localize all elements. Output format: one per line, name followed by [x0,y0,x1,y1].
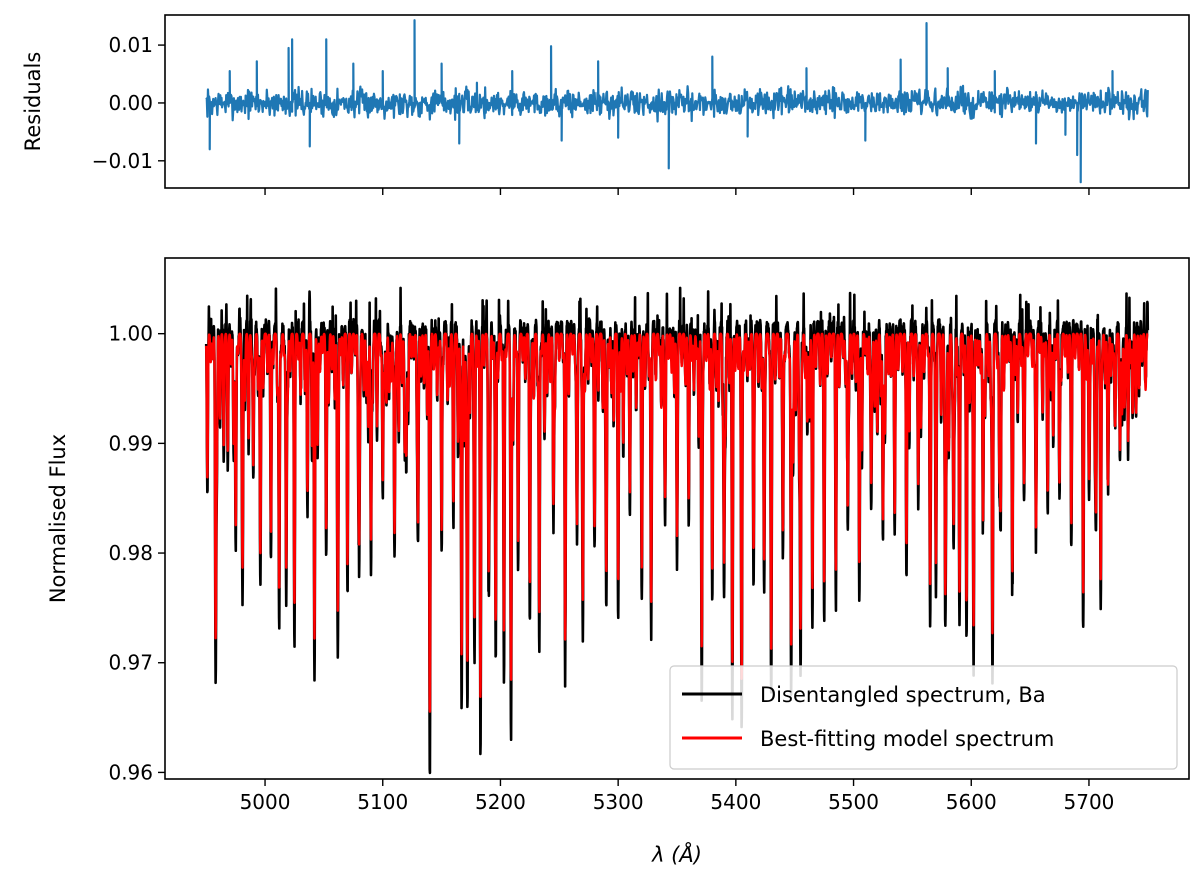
model-spectrum-line [205,332,1149,713]
spectrum-axes-frame [164,257,1190,780]
legend-box [669,665,1178,770]
spectrum-x-tick-label-5300: 5300 [593,790,644,814]
residuals-y-tick-label-1: 0.00 [108,91,153,115]
spectrum-y-axis-label: Normalised Flux [46,434,70,603]
spectrum-panel: 5000 5100 5200 5300 5400 5500 5600 5700 0.960.9… [46,257,1190,867]
residuals-y-tick-label-2: 0.01 [108,33,153,57]
spectrum-y-tick-label-4: 1.00 [108,322,153,346]
spectrum-x-axis-label: λ (Å) [651,841,702,867]
residuals-plot-area [205,19,1149,184]
residuals-y-axis-label: Residuals [21,52,45,152]
spectrum-y-tick-label-1: 0.97 [108,651,153,675]
spectrum-x-tick-label-5200: 5200 [475,790,526,814]
spectrum-x-tick-label-5500: 5500 [828,790,879,814]
spectrum-x-tick-label-5400: 5400 [710,790,761,814]
spectrum-y-tick-label-2: 0.98 [108,541,153,565]
legend-label-model: Best-fitting model spectrum [760,727,1054,751]
spectrum-x-tick-label-5700: 5700 [1064,790,1115,814]
residuals-panel: −0.01 0.00 0.01 Residuals [21,14,1190,195]
residuals-x-ticks [264,188,1090,195]
spectrum-y-tick-label-3: 0.99 [108,431,153,455]
residuals-axes-frame [164,14,1190,189]
legend-label-disentangled: Disentangled spectrum, Ba [760,683,1046,707]
residuals-y-tick-label-0: −0.01 [92,149,153,173]
spectrum-y-ticks: 0.96 0.97 0.98 0.99 1.00 [108,322,165,784]
spectrum-plot-area [204,286,1150,775]
spectrum-y-tick-label-0: 0.96 [108,760,153,784]
spectrum-x-tick-label-5000: 5000 [240,790,291,814]
legend: Disentangled spectrum, Ba Best-fitting m… [669,665,1178,770]
residuals-series-line [205,19,1149,184]
spectrum-x-ticks: 5000 5100 5200 5300 5400 5500 5600 5700 [240,779,1115,814]
spectrum-x-tick-label-5100: 5100 [357,790,408,814]
residuals-y-ticks: −0.01 0.00 0.01 [92,33,165,173]
spectrum-x-tick-label-5600: 5600 [946,790,997,814]
